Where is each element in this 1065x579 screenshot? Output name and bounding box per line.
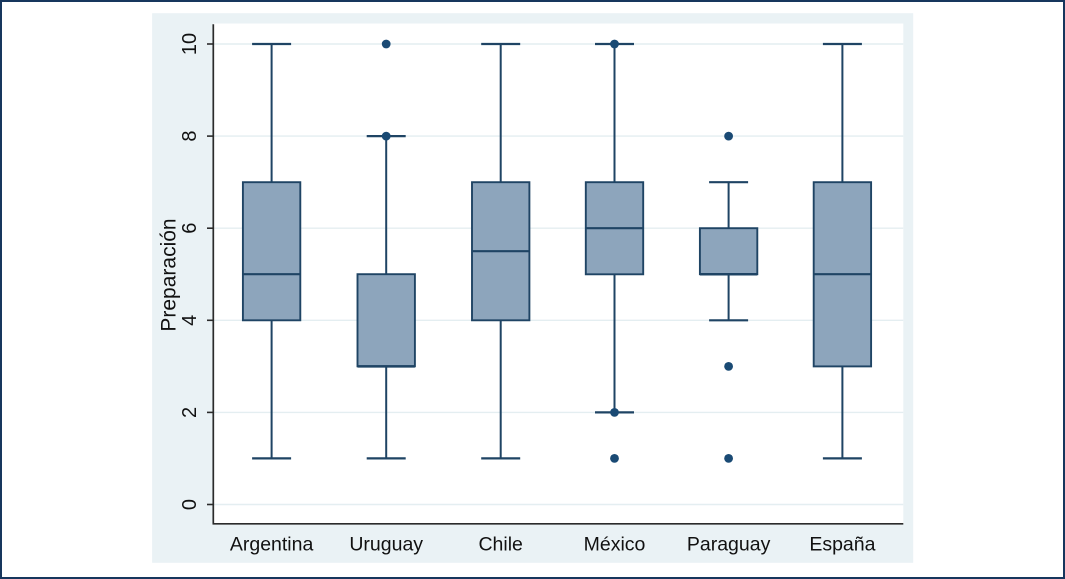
- svg-text:Chile: Chile: [478, 534, 522, 556]
- svg-text:Preparación: Preparación: [158, 218, 181, 331]
- svg-text:8: 8: [179, 131, 201, 142]
- svg-text:2: 2: [179, 407, 201, 418]
- svg-text:México: México: [584, 534, 646, 556]
- svg-text:Argentina: Argentina: [230, 534, 314, 556]
- svg-text:10: 10: [179, 33, 201, 55]
- svg-text:4: 4: [179, 315, 201, 326]
- svg-text:Uruguay: Uruguay: [349, 534, 423, 556]
- svg-text:Paraguay: Paraguay: [687, 534, 771, 556]
- svg-text:0: 0: [179, 499, 201, 510]
- svg-text:España: España: [809, 534, 875, 556]
- svg-text:6: 6: [179, 223, 201, 234]
